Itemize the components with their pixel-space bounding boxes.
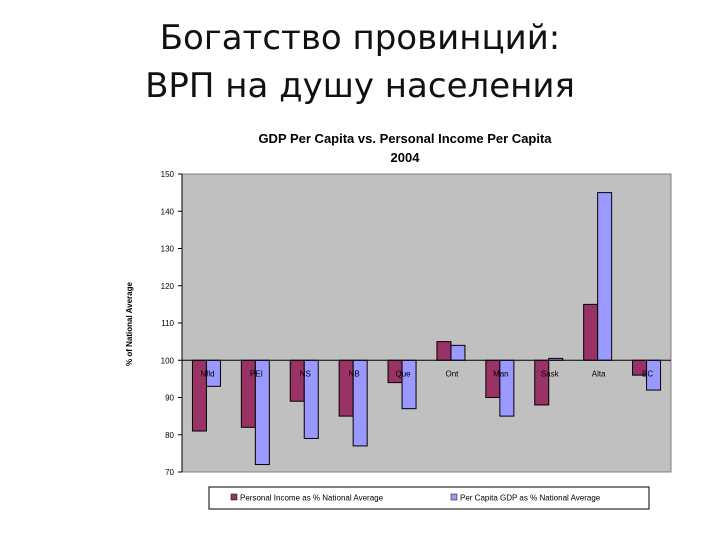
chart-title: GDP Per Capita vs. Personal Income Per C…: [258, 131, 552, 146]
legend-box: [208, 486, 650, 510]
category-label-ont: Ont: [445, 369, 459, 378]
y-tick-label: 140: [161, 207, 175, 216]
y-tick-label: 120: [161, 282, 175, 291]
bar-gdp-ont: [450, 344, 466, 361]
y-tick-label: 70: [165, 468, 174, 477]
category-label-ns: NS: [300, 369, 311, 378]
legend-swatch-gdp: [450, 493, 458, 501]
y-tick-label: 90: [165, 394, 174, 403]
y-tick-label: 100: [161, 356, 175, 365]
slide-title: Богатство провинций: ВРП на душу населен…: [0, 14, 720, 110]
category-label-nb: NB: [349, 369, 360, 378]
legend-label-income: Personal Income as % National Average: [240, 494, 384, 503]
category-label-nfld: Nfld: [200, 369, 214, 378]
legend-label-gdp: Per Capita GDP as % National Average: [460, 494, 601, 503]
category-labels: Nfld PEI NS NB Que Ont Man Sask Alta BC: [200, 369, 653, 378]
slide-title-line-1: Богатство провинций:: [159, 18, 561, 58]
category-label-alta: Alta: [592, 369, 606, 378]
y-tick-label: 130: [161, 245, 175, 254]
category-label-bc: BC: [642, 369, 653, 378]
bar-personal-income-alta: [583, 303, 599, 361]
bar-personal-income-ns: [289, 359, 305, 402]
bar-gdp-alta: [597, 192, 613, 361]
y-tick-label: 150: [161, 170, 175, 179]
bar-personal-income-sask: [534, 359, 550, 406]
bar-personal-income-man: [485, 359, 501, 398]
category-label-que: Que: [395, 369, 411, 378]
category-label-sask: Sask: [541, 369, 560, 378]
slide-title-line-2: ВРП на душу населения: [145, 66, 575, 106]
y-axis-label: % of National Average: [125, 282, 134, 366]
chart-subtitle: 2004: [391, 150, 421, 165]
bar-personal-income-ont: [436, 341, 452, 361]
category-label-pei: PEI: [250, 369, 263, 378]
y-ticks: 70 80 90 100 110 120 130 140 150: [161, 170, 182, 477]
y-tick-label: 80: [165, 431, 174, 440]
bar-gdp-que: [401, 359, 417, 410]
y-tick-label: 110: [161, 319, 174, 328]
legend-swatch-income: [230, 493, 238, 501]
category-label-man: Man: [493, 369, 509, 378]
